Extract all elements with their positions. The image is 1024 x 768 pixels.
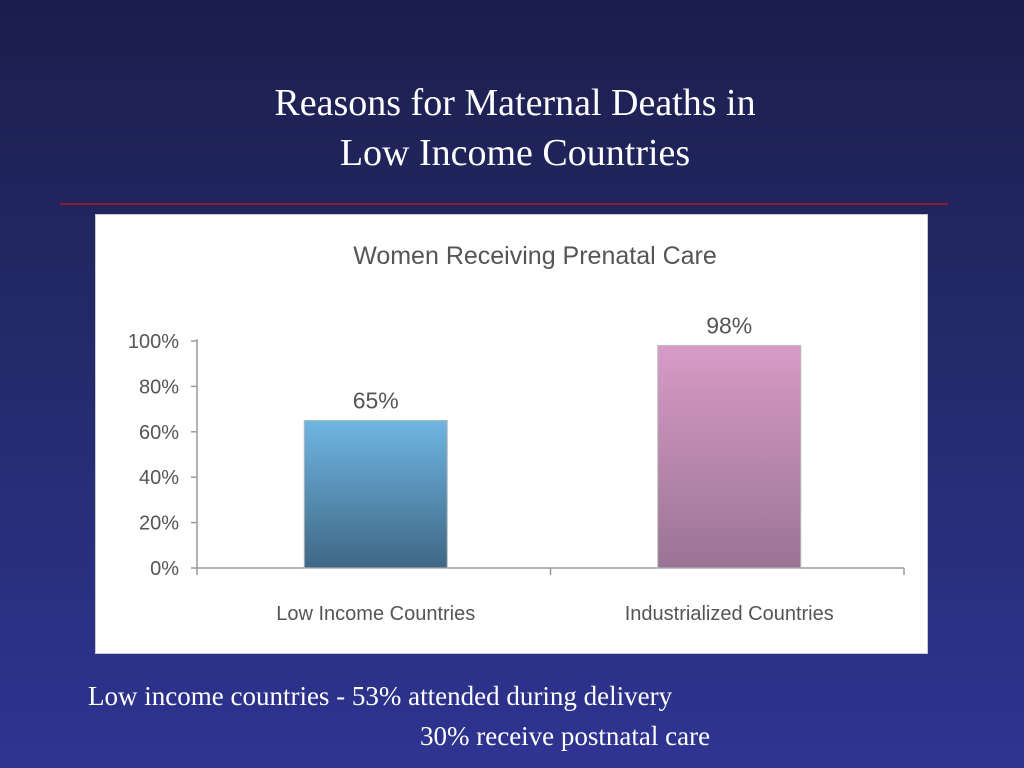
chart-panel: Women Receiving Prenatal Care 0% 20% 40% 60… — [95, 214, 928, 654]
y-tick-label: 20% — [139, 513, 179, 535]
footnote-line-1: Low income countries - 53% attended duri… — [88, 681, 673, 711]
slide-title-line-2: Low Income Countries — [339, 132, 691, 174]
bar-industrialized — [657, 345, 802, 569]
slide-title-line-1: Reasons for Maternal Deaths in — [274, 82, 756, 124]
chart-title: Women Receiving Prenatal Care — [353, 242, 717, 270]
x-category-label: Low Income Countries — [276, 603, 475, 625]
x-category-label: Industrialized Countries — [625, 603, 834, 625]
y-tick-label: 0% — [150, 558, 179, 580]
footnote: Low income countries - 53% attended duri… — [88, 676, 710, 756]
bar-low-income — [303, 419, 448, 569]
slide-title: Reasons for Maternal Deaths in Low Incom… — [0, 78, 1024, 178]
bar-chart: Women Receiving Prenatal Care 0% 20% 40% 60… — [128, 242, 905, 625]
title-divider — [60, 203, 948, 205]
y-tick-label: 40% — [139, 467, 179, 489]
data-label: 98% — [706, 313, 752, 339]
plot-area: 0% 20% 40% 60% 80% 100% 65% Low Income Countrie… — [128, 313, 905, 625]
data-label: 65% — [353, 387, 399, 413]
y-tick-label: 60% — [139, 422, 179, 444]
footnote-line-2: 30% receive postnatal care — [420, 721, 711, 751]
y-tick-label: 80% — [139, 376, 179, 398]
y-tick-label: 100% — [128, 331, 179, 353]
